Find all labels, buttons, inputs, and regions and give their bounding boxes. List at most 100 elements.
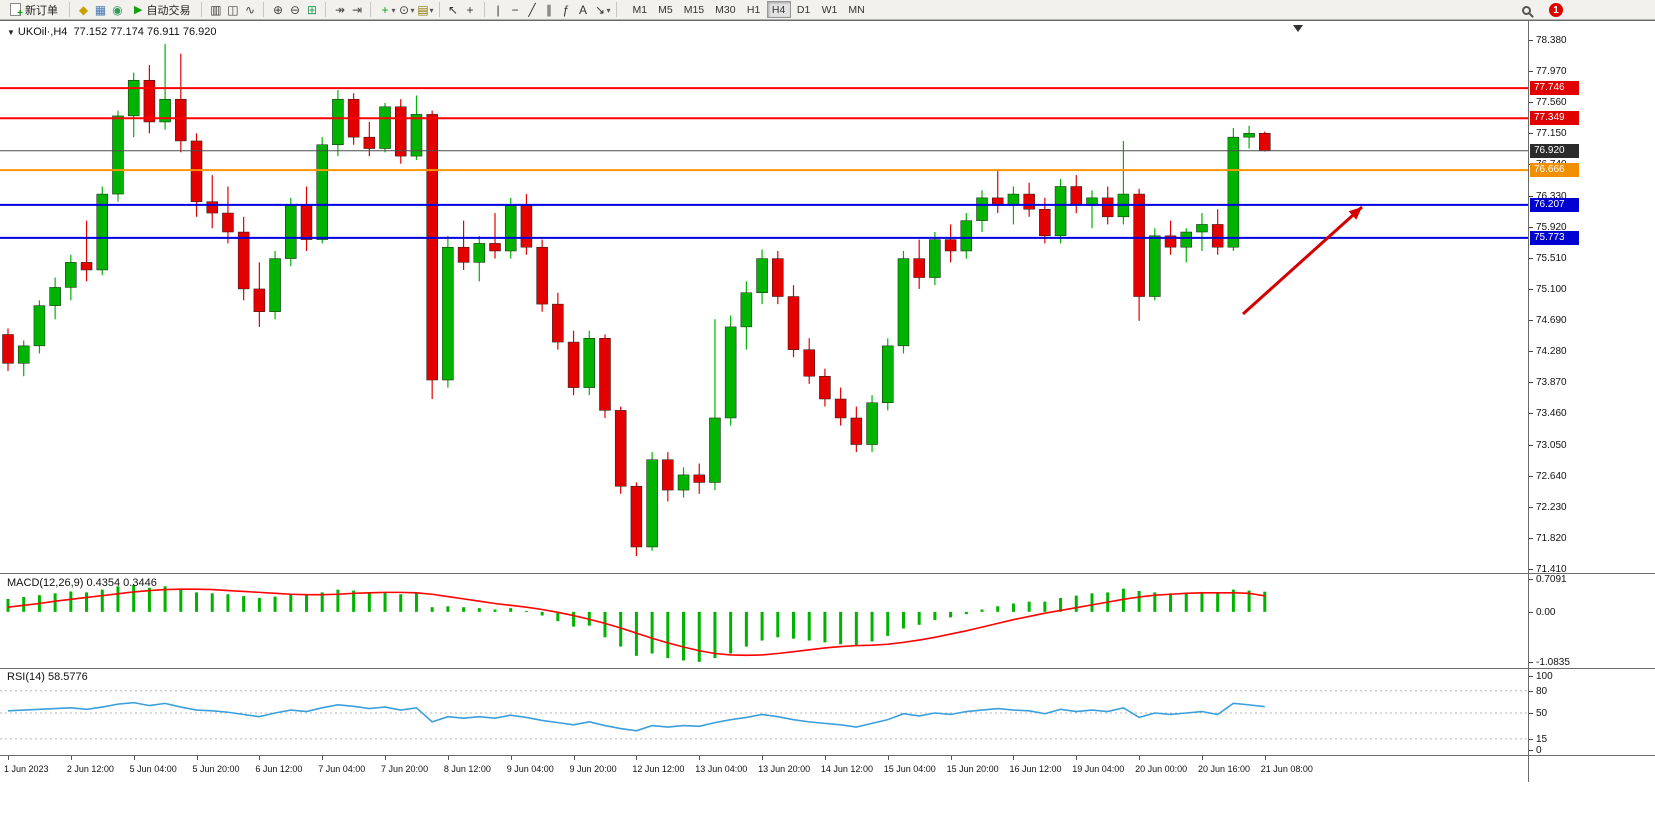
axis-tick xyxy=(1529,662,1533,663)
periods-icon[interactable]: ⊙ ▾ xyxy=(395,2,415,19)
time-label: 15 Jun 20:00 xyxy=(946,764,999,774)
rsi-chart[interactable] xyxy=(0,669,1528,755)
cursor-icon[interactable]: ↖ xyxy=(445,2,462,19)
pane-separator[interactable] xyxy=(0,573,1655,574)
macd-chart[interactable] xyxy=(0,574,1528,668)
time-tick xyxy=(196,756,198,760)
vertical-line-icon[interactable]: | xyxy=(490,2,507,19)
timeframe-m1[interactable]: M1 xyxy=(632,3,648,16)
market-watch-icon: ◆ xyxy=(78,2,89,17)
time-tick xyxy=(133,756,135,760)
auto-scroll-icon[interactable]: ↠ xyxy=(331,2,348,19)
axis-label: 72.640 xyxy=(1536,470,1567,482)
axis-tick xyxy=(1529,288,1533,290)
time-tick xyxy=(1264,756,1266,760)
trendline-icon: ╱ xyxy=(528,2,536,17)
arrows-icon[interactable]: ↘ ▾ xyxy=(592,2,611,19)
chart-window: ▼ UKOil·,H4 77.152 77.174 76.911 76.920 M… xyxy=(0,20,1655,827)
price-tag-77.746: 77.746 xyxy=(1530,81,1579,96)
toolbar-group-zoom: ⊕ ⊖ ⊞ xyxy=(269,1,320,19)
rsi-pane[interactable]: RSI(14) 58.5776 xyxy=(0,669,1528,755)
macd-axis[interactable]: 0.7091 0.00 -1.0835 xyxy=(1529,574,1655,668)
arrows-icon: ↘ xyxy=(594,2,606,17)
channel-icon[interactable]: ∥ xyxy=(541,2,558,19)
arrows-icon-dropdown[interactable]: ▾ xyxy=(606,5,611,15)
timeframe-m15[interactable]: M15 xyxy=(683,3,705,16)
add-indicator-icon[interactable]: + ▾ xyxy=(376,2,395,19)
fibonacci-icon[interactable]: ƒ xyxy=(558,2,575,19)
autotrading-label: 自动交易 xyxy=(146,4,191,17)
new-order-button[interactable]: 新订单 xyxy=(4,1,64,19)
price-axis[interactable]: 78.38077.97077.56077.15076.74076.33075.9… xyxy=(1529,21,1655,575)
time-label: 7 Jun 04:00 xyxy=(318,764,366,774)
axis-tick xyxy=(1529,569,1533,570)
navigator-icon: ◉ xyxy=(112,2,123,17)
add-indicator-icon-dropdown[interactable]: ▾ xyxy=(391,5,396,15)
candlestick-chart[interactable] xyxy=(0,21,1528,573)
zoom-out-icon[interactable]: ⊖ xyxy=(286,2,303,19)
chart-shift-icon[interactable]: ⇥ xyxy=(348,2,365,19)
pane-separator[interactable] xyxy=(0,668,1655,669)
time-label: 20 Jun 00:00 xyxy=(1135,764,1188,774)
zoom-in-icon[interactable]: ⊕ xyxy=(269,2,286,19)
notification-badge[interactable]: 1 xyxy=(1549,3,1563,17)
time-tick xyxy=(385,756,387,760)
line-chart-icon[interactable]: ∿ xyxy=(241,2,258,19)
rsi-label: RSI(14) 58.5776 xyxy=(7,671,88,683)
axis-label: 77.560 xyxy=(1536,97,1567,109)
templates-icon: ▤ xyxy=(417,2,429,17)
autotrading-button[interactable]: ▶ 自动交易 xyxy=(128,1,196,19)
bar-chart-icon[interactable]: ▥ xyxy=(207,2,224,19)
timeframe-h4[interactable]: H4 xyxy=(766,1,791,18)
timeframe-m30[interactable]: M30 xyxy=(715,3,736,16)
main-chart-pane[interactable]: ▼ UKOil·,H4 77.152 77.174 76.911 76.920 xyxy=(0,21,1528,573)
data-window-icon[interactable]: ▦ xyxy=(92,2,109,19)
candlestick-chart-icon: ◫ xyxy=(227,2,239,17)
search-icon[interactable] xyxy=(1522,5,1531,15)
autotrading-icon: ▶ xyxy=(134,4,143,16)
axis-tick xyxy=(1529,579,1533,580)
timeframe-w1[interactable]: W1 xyxy=(821,3,838,16)
timeframe-d1[interactable]: D1 xyxy=(796,3,811,16)
axis-label: 75.100 xyxy=(1536,283,1567,295)
symbol-ohlc-label: ▼ UKOil·,H4 77.152 77.174 76.911 76.920 xyxy=(7,26,217,38)
periods-icon: ⊙ xyxy=(398,2,410,17)
tile-windows-icon: ⊞ xyxy=(306,2,317,17)
trendline-icon[interactable]: ╱ xyxy=(524,2,541,19)
axis-label: 100 xyxy=(1536,671,1553,682)
templates-icon[interactable]: ▤ ▾ xyxy=(415,2,434,19)
time-label: 13 Jun 20:00 xyxy=(758,764,811,774)
timeframe-h1[interactable]: H1 xyxy=(746,3,761,16)
rsi-axis[interactable]: 100 80 50 15 0 xyxy=(1529,669,1655,756)
timeframe-mn[interactable]: MN xyxy=(848,3,865,16)
axis-tick xyxy=(1529,226,1533,228)
templates-icon-dropdown[interactable]: ▾ xyxy=(429,5,434,15)
time-label: 7 Jun 20:00 xyxy=(381,764,429,774)
crosshair-icon[interactable]: + xyxy=(462,2,479,19)
tile-windows-icon[interactable]: ⊞ xyxy=(303,2,320,19)
toolbar-separator xyxy=(483,2,485,17)
ohlc-values: 77.152 77.174 76.911 76.920 xyxy=(73,26,217,38)
chart-shift-marker xyxy=(1293,25,1303,32)
market-watch-icon[interactable]: ◆ xyxy=(75,2,92,19)
periods-icon-dropdown[interactable]: ▾ xyxy=(410,5,415,15)
navigator-icon[interactable]: ◉ xyxy=(109,2,126,19)
toolbar-separator xyxy=(201,2,203,17)
candlestick-chart-icon[interactable]: ◫ xyxy=(224,2,241,19)
axis-label: 74.690 xyxy=(1536,315,1567,327)
text-icon[interactable]: A xyxy=(575,2,592,19)
axis-tick xyxy=(1529,195,1533,197)
timeframe-m5[interactable]: M5 xyxy=(658,3,673,16)
time-tick xyxy=(762,756,764,760)
toolbar-separator xyxy=(438,2,440,17)
time-tick xyxy=(510,756,512,760)
axis-tick xyxy=(1529,444,1533,446)
horizontal-line-icon[interactable]: − xyxy=(507,2,524,19)
trend-arrow[interactable] xyxy=(1241,205,1364,316)
rsi-line xyxy=(7,701,1265,732)
time-axis[interactable]: 1 Jun 2023 2 Jun 12:00 5 Jun 04:00 5 Jun 20… xyxy=(0,756,1528,782)
toolbar-separator xyxy=(69,2,70,17)
macd-pane[interactable]: MACD(12,26,9) 0.4354 0.3446 xyxy=(0,574,1528,668)
time-tick xyxy=(322,756,324,760)
